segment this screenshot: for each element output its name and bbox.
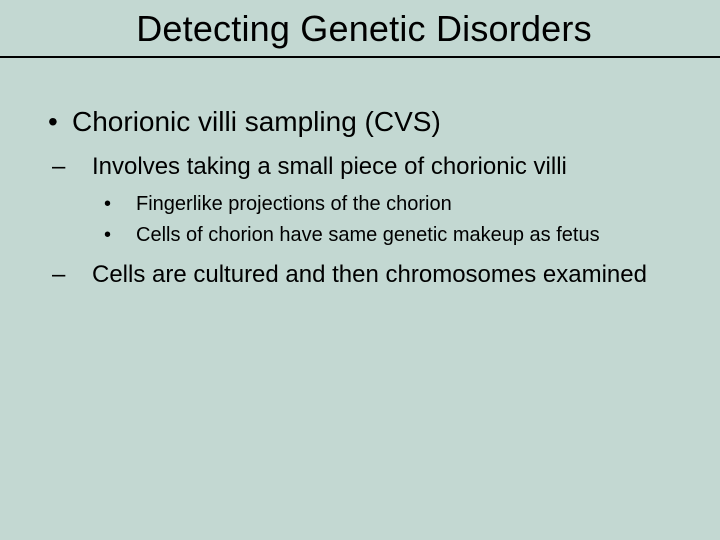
dash-icon: – xyxy=(72,260,92,290)
bullet-icon: • xyxy=(48,106,72,138)
bullet-text: Cells are cultured and then chromosomes … xyxy=(92,261,647,288)
bullet-level-1: •Chorionic villi sampling (CVS) xyxy=(40,106,680,138)
dot-icon: • xyxy=(120,223,136,248)
slide-title: Detecting Genetic Disorders xyxy=(48,8,680,50)
slide: Detecting Genetic Disorders •Chorionic v… xyxy=(0,0,720,540)
dash-icon: – xyxy=(72,152,92,182)
bullet-level-2: –Cells are cultured and then chromosomes… xyxy=(40,260,680,290)
bullet-text: Fingerlike projections of the chorion xyxy=(136,193,452,215)
bullet-level-3: •Fingerlike projections of the chorion xyxy=(40,192,680,217)
dot-icon: • xyxy=(120,192,136,217)
slide-content: •Chorionic villi sampling (CVS) –Involve… xyxy=(0,106,720,290)
bullet-level-2: –Involves taking a small piece of chorio… xyxy=(40,152,680,182)
bullet-text: Involves taking a small piece of chorion… xyxy=(92,153,567,180)
bullet-level-3: •Cells of chorion have same genetic make… xyxy=(40,223,680,248)
bullet-text: Cells of chorion have same genetic makeu… xyxy=(136,224,600,246)
bullet-text: Chorionic villi sampling (CVS) xyxy=(72,106,441,137)
title-container: Detecting Genetic Disorders xyxy=(0,0,720,58)
